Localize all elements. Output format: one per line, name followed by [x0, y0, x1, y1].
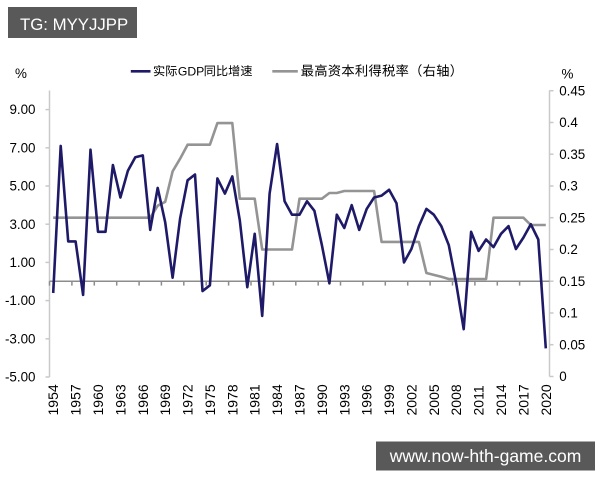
svg-text:1990: 1990: [314, 384, 330, 415]
svg-text:1960: 1960: [90, 384, 106, 415]
svg-text:7.00: 7.00: [9, 140, 35, 155]
svg-text:0.4: 0.4: [559, 115, 578, 130]
svg-text:0.25: 0.25: [559, 210, 585, 225]
svg-text:2011: 2011: [471, 385, 487, 415]
svg-text:www.now-hth-game.com: www.now-hth-game.com: [389, 446, 582, 466]
svg-text:1969: 1969: [157, 384, 173, 415]
svg-text:%: %: [15, 66, 27, 81]
svg-text:1957: 1957: [68, 384, 84, 415]
svg-text:1999: 1999: [381, 384, 397, 415]
svg-text:0.05: 0.05: [559, 337, 585, 352]
svg-text:0.3: 0.3: [559, 179, 578, 194]
svg-text:0: 0: [559, 369, 566, 384]
svg-text:1954: 1954: [45, 384, 61, 415]
svg-text:1978: 1978: [224, 384, 240, 415]
svg-text:2017: 2017: [515, 384, 531, 415]
svg-text:0.1: 0.1: [559, 306, 578, 321]
svg-text:2008: 2008: [448, 384, 464, 415]
svg-text:1987: 1987: [292, 384, 308, 415]
svg-text:1984: 1984: [269, 384, 285, 415]
svg-text:1963: 1963: [112, 384, 128, 415]
svg-text:1.00: 1.00: [9, 255, 35, 270]
svg-text:2005: 2005: [426, 384, 442, 415]
svg-text:1996: 1996: [359, 384, 375, 415]
svg-text:1981: 1981: [247, 384, 263, 415]
svg-text:3.00: 3.00: [9, 217, 35, 232]
svg-text:2014: 2014: [493, 384, 509, 415]
svg-text:5.00: 5.00: [9, 179, 35, 194]
svg-text:%: %: [562, 66, 574, 81]
svg-text:1975: 1975: [202, 384, 218, 415]
svg-text:0.2: 0.2: [559, 242, 578, 257]
svg-text:2020: 2020: [538, 384, 554, 415]
svg-text:-1.00: -1.00: [5, 293, 36, 308]
svg-text:-3.00: -3.00: [5, 331, 36, 346]
svg-text:0.45: 0.45: [559, 83, 585, 98]
svg-text:GDP: GDP: [178, 64, 204, 78]
svg-text:1966: 1966: [135, 384, 151, 415]
svg-text:1972: 1972: [180, 384, 196, 415]
svg-text:0.15: 0.15: [559, 274, 585, 289]
svg-text:9.00: 9.00: [9, 102, 35, 117]
svg-text:0.35: 0.35: [559, 147, 585, 162]
svg-text:1993: 1993: [336, 384, 352, 415]
svg-text:TG: MYYJJPP: TG: MYYJJPP: [20, 15, 128, 34]
svg-text:-5.00: -5.00: [5, 370, 36, 385]
svg-text:2002: 2002: [403, 384, 419, 415]
